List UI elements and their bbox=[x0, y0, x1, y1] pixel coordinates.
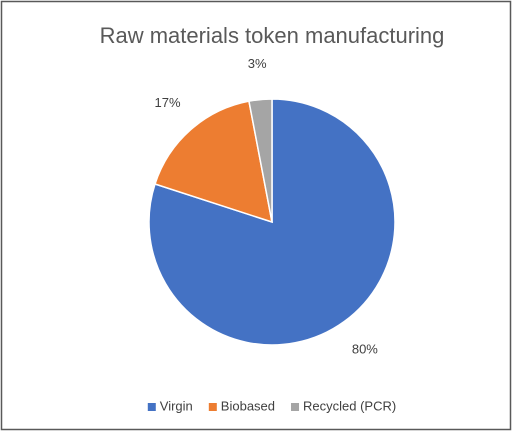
legend-marker bbox=[147, 403, 156, 411]
legend-marker bbox=[208, 403, 217, 411]
legend-label: Recycled (PCR) bbox=[303, 398, 396, 413]
pie-slice bbox=[154, 100, 273, 224]
legend-marker bbox=[291, 403, 300, 411]
pie-slice bbox=[248, 98, 273, 223]
legend-label: Biobased bbox=[221, 398, 275, 413]
chart-title: Raw materials token manufacturing bbox=[100, 23, 445, 48]
data-label: 80% bbox=[352, 341, 378, 356]
data-label: 17% bbox=[154, 95, 180, 110]
legend-label: Virgin bbox=[160, 398, 193, 413]
data-label: 3% bbox=[248, 56, 267, 71]
